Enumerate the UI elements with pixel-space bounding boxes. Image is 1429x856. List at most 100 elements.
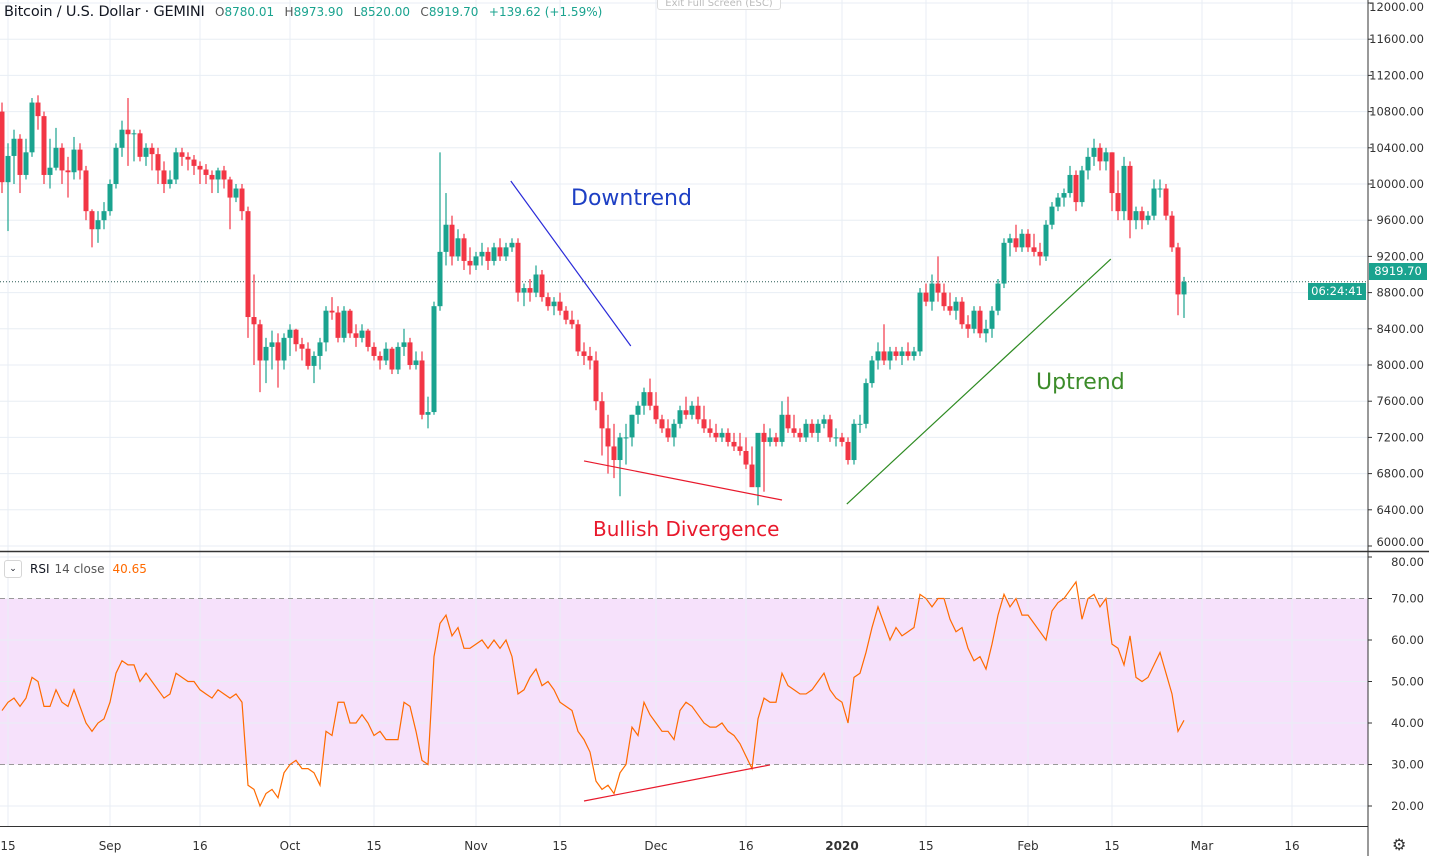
candle-body [1121,165,1127,212]
candle [461,233,467,270]
candle-body [671,423,677,438]
candle [173,147,179,184]
candle [323,306,329,352]
bullish-divergence-rsi-trendline [583,764,771,802]
candle-body [1115,193,1121,212]
candle-body [53,147,59,168]
candle-body [725,432,731,442]
candle [689,401,695,420]
candle-body [857,423,863,425]
candle-body [593,360,599,402]
candle-body [503,247,509,257]
candle [245,206,251,338]
candle [305,342,311,370]
candle-body [377,355,383,361]
candle-body [767,437,773,442]
chevron-down-icon[interactable]: ⌄ [4,560,22,578]
candle-body [275,342,281,361]
rsi-line [1,580,1185,808]
candle [203,164,209,184]
candle-body [827,419,833,438]
candle [521,283,527,307]
candle-body [521,288,527,293]
candle-body [311,355,317,366]
candle-body [647,392,653,406]
bullish-divergence-label[interactable]: Bullish Divergence [593,517,780,541]
candle-body [29,102,35,153]
candle-body [431,306,437,413]
candle [899,346,905,365]
candle [749,446,755,488]
candle-body [947,306,953,311]
rsi-axis-label: 70.00 [1391,592,1424,606]
rsi-axis-label: 40.00 [1391,716,1424,730]
candle [473,251,479,270]
rsi-legend: ⌄ RSI 14 close 40.65 [4,560,147,578]
candle-body [797,432,803,438]
candle [1085,147,1091,180]
candle [773,432,779,447]
candle-body [35,102,41,117]
downtrend-label[interactable]: Downtrend [571,186,692,211]
candle [47,138,53,189]
candle [83,165,89,221]
candle [713,423,719,442]
candle-body [965,324,971,329]
candle-body [929,283,935,302]
exit-fullscreen-button[interactable]: Exit Full Screen (ESC) [657,0,781,10]
candle-body [833,437,839,439]
candle-body [425,412,431,415]
candle-body [461,238,467,261]
candle [281,333,287,370]
candle-body [1151,188,1157,216]
candle [629,414,635,447]
close-value: 8919.70 [428,5,479,19]
price-axis-label: 7200.00 [1376,430,1424,444]
candle [1139,206,1145,230]
candle-body [569,319,575,325]
candle [353,324,359,347]
candle-body [641,392,647,406]
x-tick-label: Oct [280,839,301,853]
candle-body [1157,188,1163,190]
candle [977,306,983,338]
candle [1073,170,1079,212]
candle [551,297,557,316]
candle-body [101,211,107,221]
candle [563,306,569,325]
candle [965,315,971,338]
candle-body [119,129,125,148]
candle [557,292,563,316]
candle [785,396,791,433]
candle-body [995,283,1001,311]
price-axis-label: 11600.00 [1369,32,1424,46]
candle-body [1127,165,1133,221]
candle-body [11,138,17,156]
candle [1133,206,1139,230]
candle-body [1133,211,1139,221]
candle-body [143,147,149,157]
candle-body [533,274,539,293]
candle [1055,193,1061,212]
candle-body [149,147,155,155]
candle-body [701,419,707,429]
candle-body [773,437,779,442]
candle-body [473,256,479,266]
candle-body [737,446,743,451]
candle-body [1163,188,1169,216]
candle-body [1025,233,1031,248]
x-tick-label: Sep [99,839,122,853]
uptrend-label[interactable]: Uptrend [1036,370,1125,395]
symbol-title[interactable]: Bitcoin / U.S. Dollar · GEMINI [4,4,205,20]
candle [365,328,371,352]
rsi-name[interactable]: RSI [30,562,50,576]
candle [701,405,707,433]
candle [407,337,413,370]
candle [191,155,197,175]
gear-icon[interactable]: ⚙ [1392,835,1407,854]
candle [863,378,869,429]
candle [149,143,155,171]
candle-body [695,405,701,420]
candle-body [875,351,881,361]
